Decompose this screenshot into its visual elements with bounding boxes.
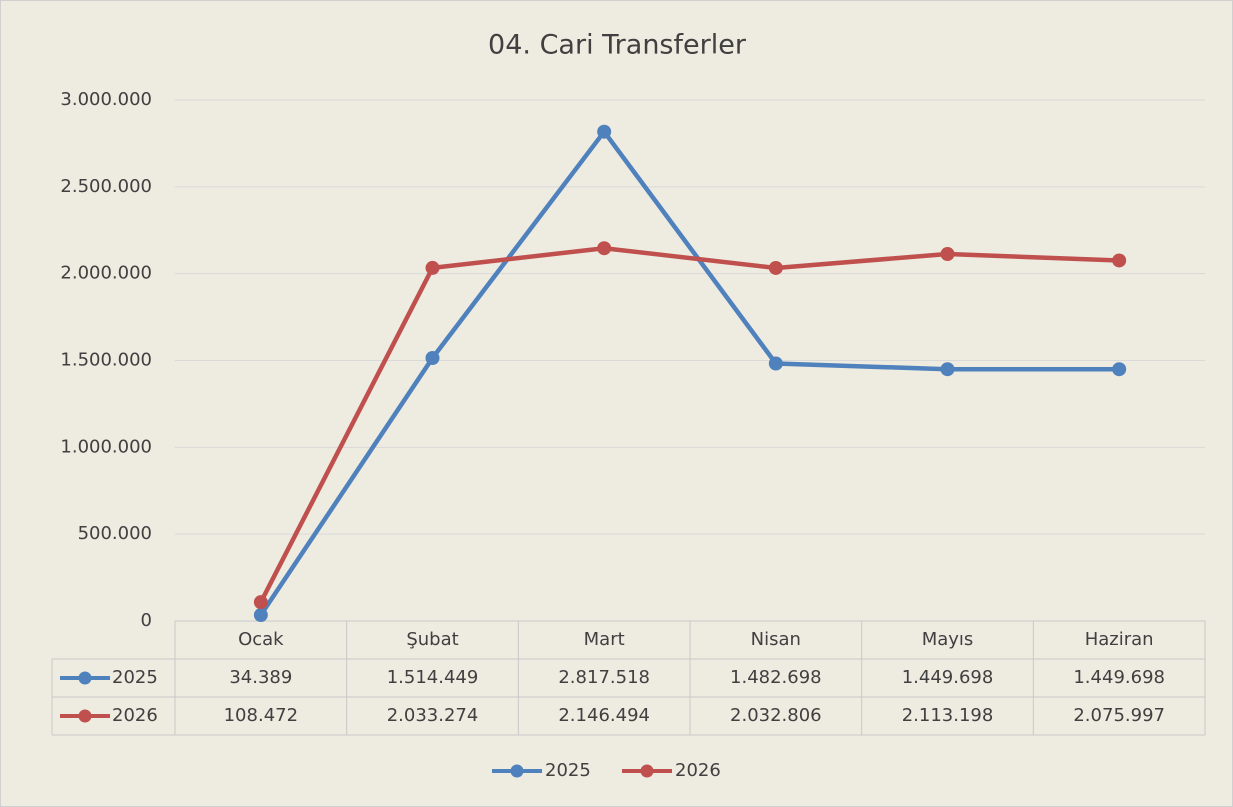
y-tick-label: 2.500.000 [60, 176, 152, 197]
legend-marker [510, 764, 524, 778]
y-tick-label: 2.000.000 [60, 263, 152, 284]
y-tick-label: 500.000 [78, 523, 152, 544]
table-value: 2.817.518 [558, 667, 650, 688]
table-value: 2.075.997 [1073, 705, 1165, 726]
x-tick-label: Nisan [751, 629, 801, 650]
y-tick-label: 3.000.000 [60, 89, 152, 110]
legend-marker [78, 709, 92, 723]
legend-marker [78, 671, 92, 685]
table-value: 1.449.698 [1073, 667, 1165, 688]
data-point [425, 260, 440, 275]
table-value: 2.113.198 [902, 705, 994, 726]
y-tick-label: 1.000.000 [60, 436, 152, 457]
data-point [425, 350, 440, 365]
data-point [597, 241, 612, 256]
table-series-name: 2026 [112, 705, 158, 726]
data-point [768, 356, 783, 371]
series-line [258, 129, 1120, 617]
table-value: 34.389 [229, 667, 292, 688]
table-value: 2.033.274 [387, 705, 479, 726]
data-point [768, 260, 783, 275]
table-series-name: 2025 [112, 667, 158, 688]
data-point [253, 608, 268, 623]
table-value: 1.449.698 [902, 667, 994, 688]
table-value: 2.032.806 [730, 705, 822, 726]
chart-title: 04. Cari Transferler [488, 30, 747, 61]
data-point [253, 595, 268, 610]
data-point [940, 247, 955, 262]
legend-label: 2025 [545, 760, 591, 781]
x-tick-label: Haziran [1085, 629, 1154, 650]
legend-label: 2026 [675, 760, 721, 781]
table-value: 2.146.494 [558, 705, 650, 726]
y-tick-label: 0 [141, 610, 152, 631]
legend-marker [640, 764, 654, 778]
data-point [597, 124, 612, 139]
x-tick-label: Mayıs [922, 629, 974, 650]
table-value: 108.472 [224, 705, 298, 726]
x-tick-label: Şubat [406, 629, 458, 650]
data-point [1112, 253, 1127, 268]
y-tick-label: 1.500.000 [60, 350, 152, 371]
x-tick-label: Ocak [238, 629, 284, 650]
data-point [940, 362, 955, 377]
x-tick-label: Mart [584, 629, 625, 650]
table-value: 1.482.698 [730, 667, 822, 688]
series-line [258, 245, 1120, 604]
table-value: 1.514.449 [387, 667, 479, 688]
data-point [1112, 362, 1127, 377]
